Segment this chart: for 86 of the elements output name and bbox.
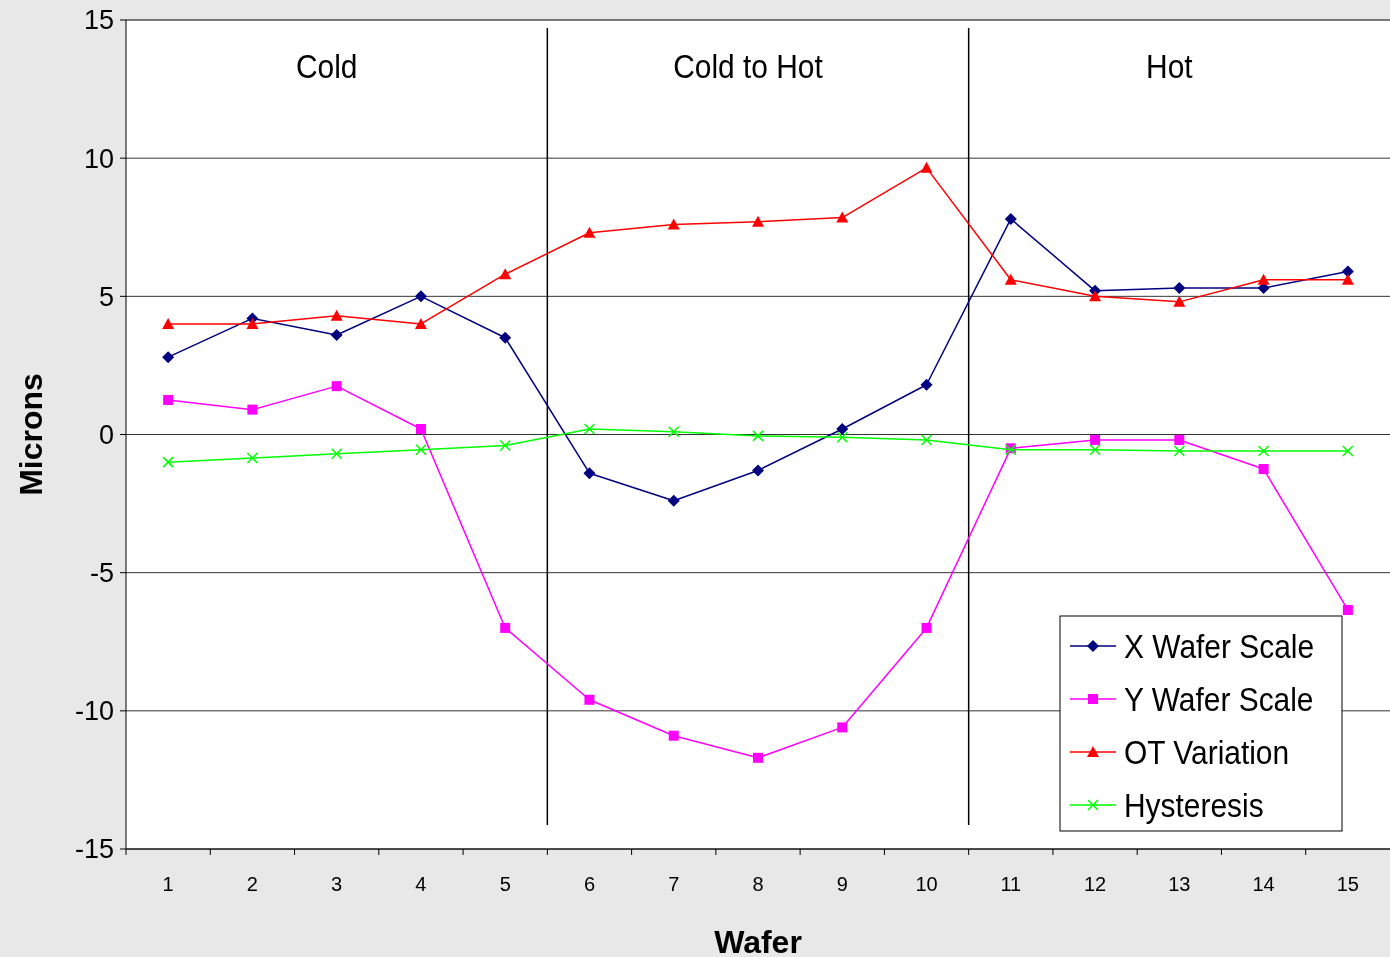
y-tick-label: 5: [98, 281, 114, 312]
point: [1341, 265, 1354, 278]
point: [499, 439, 511, 452]
point: [1341, 273, 1354, 285]
point: [415, 443, 427, 456]
point: [920, 161, 933, 173]
y-tick-label: -10: [74, 696, 114, 727]
point: [1089, 290, 1102, 302]
x-tick-label: 5: [499, 873, 511, 895]
point: [1089, 443, 1101, 456]
point: [162, 317, 175, 329]
point: [752, 464, 764, 477]
point: [921, 622, 932, 633]
point: [752, 430, 764, 442]
point: [920, 434, 933, 446]
point: [1090, 435, 1101, 446]
point: [1258, 464, 1269, 475]
legend-label: Hysteresis: [1124, 786, 1264, 825]
x-tick-label: 4: [415, 873, 427, 895]
point: [246, 452, 259, 464]
x-tick-label: 9: [836, 873, 848, 895]
point: [1174, 435, 1185, 446]
x-tick-label: 2: [246, 873, 258, 895]
point: [331, 381, 342, 392]
point: [499, 331, 512, 344]
y-tick-label: -5: [89, 558, 114, 589]
point: [752, 215, 764, 227]
point: [414, 290, 427, 303]
point: [1004, 212, 1017, 225]
legend-label: OT Variation: [1124, 733, 1290, 772]
point: [330, 448, 343, 460]
point: [247, 404, 258, 415]
point: [753, 752, 763, 763]
point: [583, 226, 596, 238]
point: [330, 329, 343, 342]
point: [1257, 445, 1270, 457]
y-tick-label: 0: [98, 419, 114, 450]
point: [836, 422, 849, 435]
point: [499, 268, 512, 280]
point: [330, 309, 343, 321]
x-tick-label: 10: [915, 873, 938, 895]
point: [1342, 604, 1353, 615]
x-axis-title: Wafer: [714, 924, 802, 957]
point: [668, 730, 679, 741]
point: [246, 317, 259, 329]
point: [414, 317, 427, 329]
annotation: Hot: [1146, 47, 1193, 86]
point: [1342, 445, 1354, 457]
point: [836, 431, 849, 444]
x-tick-label: 15: [1336, 873, 1359, 895]
point: [163, 394, 174, 405]
point: [583, 423, 596, 435]
point: [584, 694, 595, 705]
point: [667, 494, 680, 507]
y-tick-label: 15: [83, 5, 114, 36]
x-tick-label: 1: [162, 873, 174, 895]
annotation: Cold: [295, 47, 358, 86]
point: [1257, 273, 1270, 285]
x-tick-label: 13: [1168, 873, 1191, 895]
x-tick-label: 3: [331, 873, 343, 895]
y-axis-title: Microns: [13, 373, 49, 496]
point: [667, 425, 680, 438]
point: [1173, 282, 1186, 295]
point: [415, 423, 426, 434]
point: [162, 351, 175, 364]
point: [836, 211, 849, 223]
x-tick-label: 6: [583, 873, 596, 895]
y-tick-label: -15: [74, 834, 114, 865]
point: [1004, 273, 1017, 285]
point: [162, 456, 174, 468]
x-tick-label: 7: [668, 873, 680, 895]
annotation: Cold to Hot: [673, 47, 823, 86]
point: [583, 467, 596, 480]
point: [667, 218, 680, 230]
point: [920, 378, 933, 391]
point: [1173, 295, 1186, 307]
legend-label: Y Wafer Scale: [1124, 680, 1314, 719]
x-tick-label: 14: [1252, 873, 1275, 895]
point: [837, 722, 848, 733]
point: [500, 622, 511, 633]
y-tick-label: 10: [83, 143, 114, 174]
x-tick-label: 8: [752, 873, 764, 895]
x-tick-label: 11: [1000, 873, 1022, 895]
x-tick-label: 12: [1083, 873, 1107, 895]
legend-label: X Wafer Scale: [1124, 627, 1315, 666]
point: [1173, 445, 1186, 457]
